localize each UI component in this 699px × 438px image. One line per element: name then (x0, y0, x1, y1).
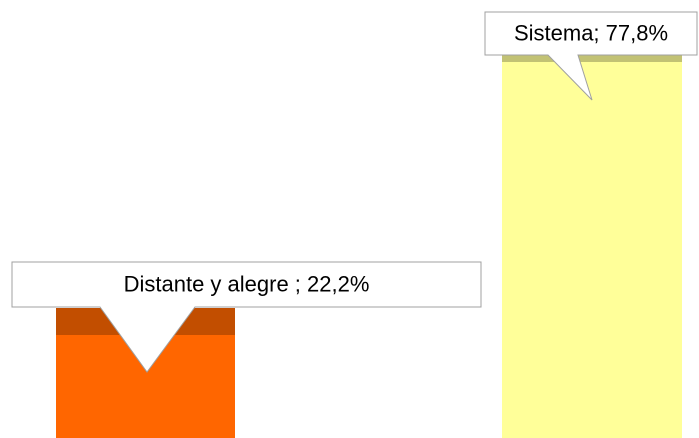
callout (484, 11, 698, 101)
data-label: Sistema; 77,8% (514, 20, 668, 45)
data-label: Distante y alegre ; 22,2% (124, 271, 370, 296)
callout (11, 261, 482, 373)
bar (502, 35, 682, 438)
